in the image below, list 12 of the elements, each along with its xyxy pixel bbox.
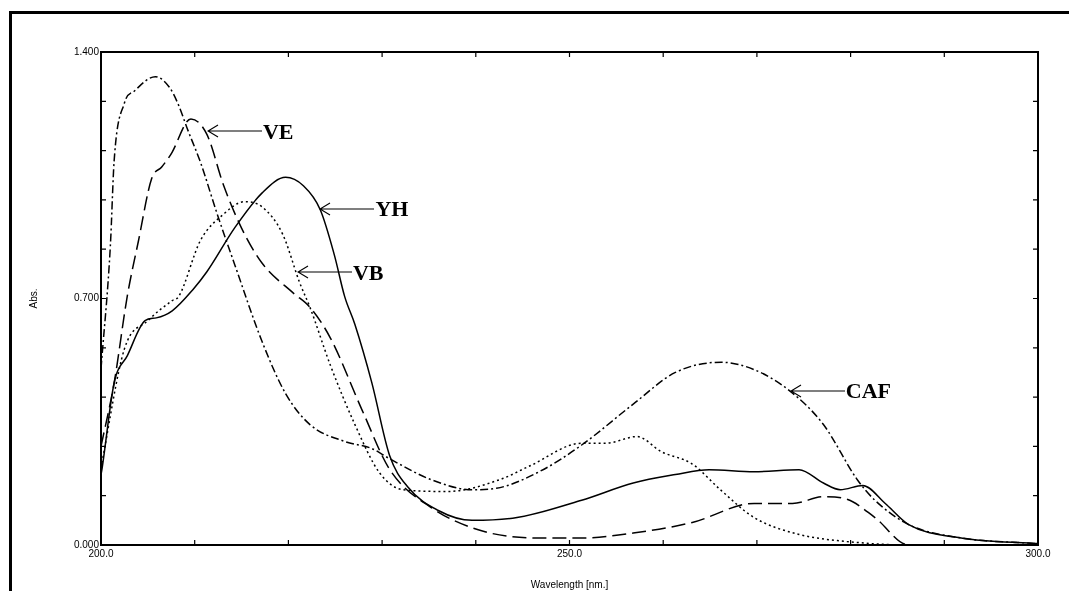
y-axis-title: Abs. [27, 288, 39, 309]
x-tick-label: 200.0 [88, 547, 114, 559]
x-tick-label: 250.0 [556, 547, 583, 559]
y-tick-label: 0.700 [73, 292, 100, 304]
x-tick-label: 300.0 [1025, 547, 1051, 559]
annotation: VE [262, 118, 294, 144]
annotation: VB [352, 259, 384, 285]
y-tick-label: 1.400 [73, 45, 100, 57]
y-tick-label: 0.000 [73, 538, 100, 550]
annotation: YH [375, 196, 409, 222]
annotation: CAF [845, 378, 891, 404]
x-axis-title: Wavelength [nm.] [530, 578, 609, 590]
